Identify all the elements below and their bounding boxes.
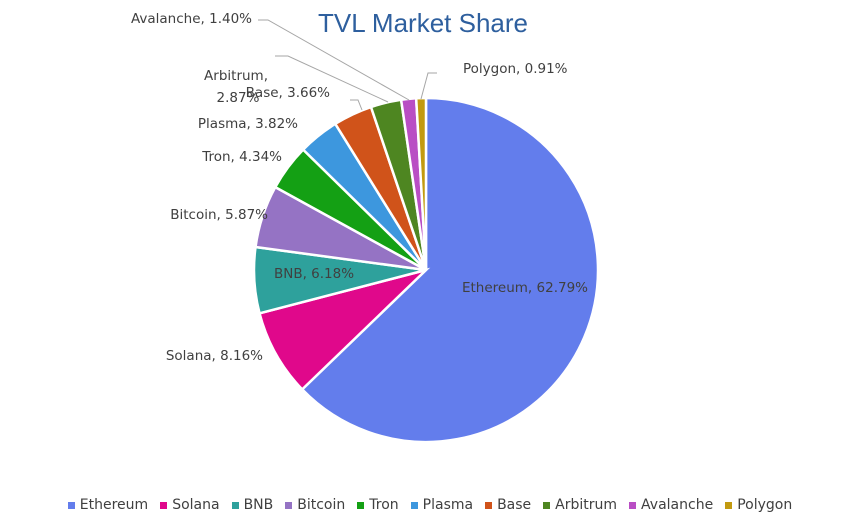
legend-label: Avalanche	[641, 497, 714, 513]
data-label-plasma: Plasma, 3.82%	[198, 116, 298, 132]
data-label-tron: Tron, 4.34%	[201, 149, 282, 165]
leader-line-avalanche	[258, 19, 410, 101]
legend-swatch	[725, 501, 733, 509]
legend-swatch	[285, 501, 293, 509]
data-label-bnb: BNB, 6.18%	[274, 266, 354, 282]
legend-label: Polygon	[737, 497, 793, 513]
data-label-polygon: Polygon, 0.91%	[463, 61, 568, 77]
legend-swatch	[629, 501, 637, 509]
legend-item-base: Base	[485, 497, 531, 513]
legend-label: Arbitrum	[555, 497, 618, 513]
data-label-arbitrum-value: 2.87%	[217, 90, 260, 106]
legend-label: Bitcoin	[297, 497, 346, 513]
legend-item-arbitrum: Arbitrum	[543, 497, 617, 513]
legend-swatch	[231, 501, 239, 509]
pie-slice-solana	[258, 267, 431, 392]
data-label-base: Base, 3.66%	[246, 85, 331, 101]
leader-line-base	[350, 99, 363, 111]
legend-item-tron: Tron	[357, 497, 399, 513]
data-label-bitcoin: Bitcoin, 5.87%	[170, 207, 268, 223]
leader-line-polygon	[420, 72, 437, 100]
legend-item-ethereum: Ethereum	[67, 497, 149, 513]
legend-label: Plasma	[422, 497, 474, 513]
legend-swatch	[410, 501, 418, 509]
legend-swatch	[357, 501, 365, 509]
pie-slice-ethereum	[300, 96, 600, 444]
legend-item-solana: Solana	[160, 497, 220, 513]
data-label-avalanche: Avalanche, 1.40%	[131, 11, 252, 27]
legend-swatch	[543, 501, 551, 509]
legend-label: BNB	[243, 497, 274, 513]
data-label-solana: Solana, 8.16%	[166, 348, 263, 364]
legend-item-avalanche: Avalanche	[629, 497, 713, 513]
legend: Ethereum Solana BNB Bitcoin Tron Plasma Base Ar…	[0, 497, 860, 513]
legend-item-plasma: Plasma	[410, 497, 474, 513]
legend-label: Ethereum	[79, 497, 149, 513]
chart-title: TVL Market Share	[317, 8, 528, 38]
data-label-ethereum: Ethereum, 62.79%	[462, 280, 588, 296]
legend-label: Tron	[369, 497, 399, 513]
legend-swatch	[67, 501, 75, 509]
legend-item-polygon: Polygon	[725, 497, 792, 513]
legend-item-bitcoin: Bitcoin	[285, 497, 345, 513]
legend-label: Solana	[172, 497, 220, 513]
legend-swatch	[485, 501, 493, 509]
legend-swatch	[160, 501, 168, 509]
legend-label: Base	[497, 497, 532, 513]
leader-line-arbitrum	[275, 55, 389, 103]
data-label-arbitrum: Arbitrum,	[204, 68, 268, 84]
legend-item-bnb: BNB	[231, 497, 274, 513]
